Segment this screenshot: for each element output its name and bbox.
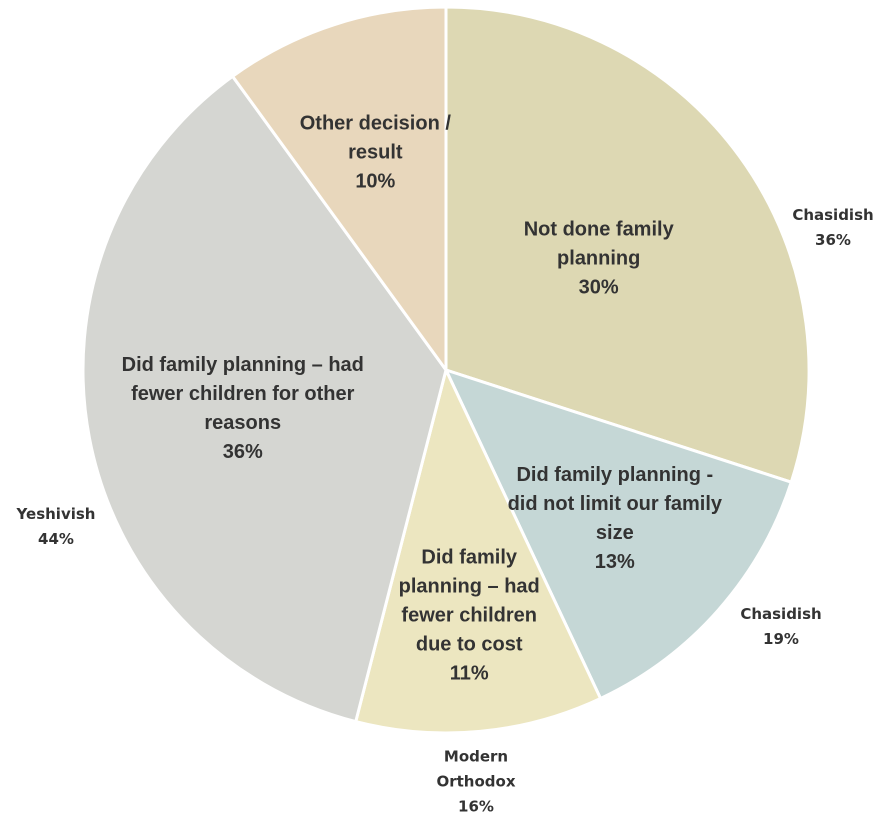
slice-label-not-done-family-planning: Not done family planning 30% — [524, 216, 674, 303]
slice-label-line: Not done family — [523, 218, 674, 241]
slice-label-line: size — [595, 521, 634, 544]
slice-label-line: fewer children — [401, 604, 538, 627]
outer-annotation-label: Chasidish 36% — [792, 203, 873, 253]
slice-label-line: did not limit our family — [507, 492, 723, 515]
slice-label-did-family-planning-had-fewer-children-for-other-reasons: Did family planning – had fewer children … — [122, 351, 364, 467]
slice-value-label: 36% — [222, 440, 263, 463]
slice-value-label: 30% — [578, 276, 619, 299]
outer-annotation-label: Chasidish 19% — [740, 602, 821, 652]
slice-label-line: Did family planning – had — [121, 353, 364, 376]
slice-label-other-decision-result: Other decision / result 10% — [300, 109, 451, 196]
outer-annotation-line: Yeshivish — [16, 505, 96, 523]
slice-label-line: planning — [557, 247, 641, 270]
slice-label-line: fewer children for other — [131, 382, 355, 405]
slice-label-line: Did family — [421, 546, 517, 569]
slice-label-line: result — [348, 141, 403, 163]
slice-label-line: Other decision / — [299, 112, 451, 134]
slice-label-line: planning – had — [398, 575, 540, 598]
pie-slice-did-family-planning-did-not-limit-our-family-size — [444, 368, 793, 700]
outer-annotation-line: 44% — [38, 530, 74, 548]
slice-label-did-family-planning-did-not-limit-our-family-size: Did family planning - did not limit our f… — [508, 461, 722, 577]
outer-annotation-line: Chasidish — [740, 605, 822, 623]
slice-value-label: 13% — [594, 550, 635, 573]
outer-annotation-line: 36% — [815, 231, 851, 249]
pie-slice-not-done-family-planning — [444, 5, 811, 484]
outer-annotation-label: Modern Orthodox 16% — [436, 745, 515, 820]
slice-label-line: reasons — [204, 411, 282, 434]
slice-value-label: 11% — [449, 662, 489, 685]
slice-label-did-family-planning-had-fewer-children-due-to-cost: Did family planning – had fewer children du… — [399, 543, 540, 688]
slice-value-label: 10% — [355, 170, 396, 192]
outer-annotation-line: Orthodox — [436, 772, 516, 791]
outer-annotation-line: 16% — [458, 797, 494, 816]
outer-annotation-line: Modern — [443, 747, 509, 766]
pie-slice-other-decision-result — [231, 5, 448, 372]
slice-label-line: Did family planning - — [516, 463, 714, 486]
outer-annotation-line: Chasidish — [792, 206, 874, 224]
outer-annotation-line: 19% — [763, 630, 799, 648]
slice-label-line: due to cost — [415, 633, 523, 656]
pie-slice-did-family-planning-had-fewer-children-due-to-cost — [354, 368, 603, 735]
outer-annotation-label: Yeshivish 44% — [17, 502, 96, 552]
pie-slice-did-family-planning-had-fewer-children-for-other-reasons — [81, 74, 448, 724]
